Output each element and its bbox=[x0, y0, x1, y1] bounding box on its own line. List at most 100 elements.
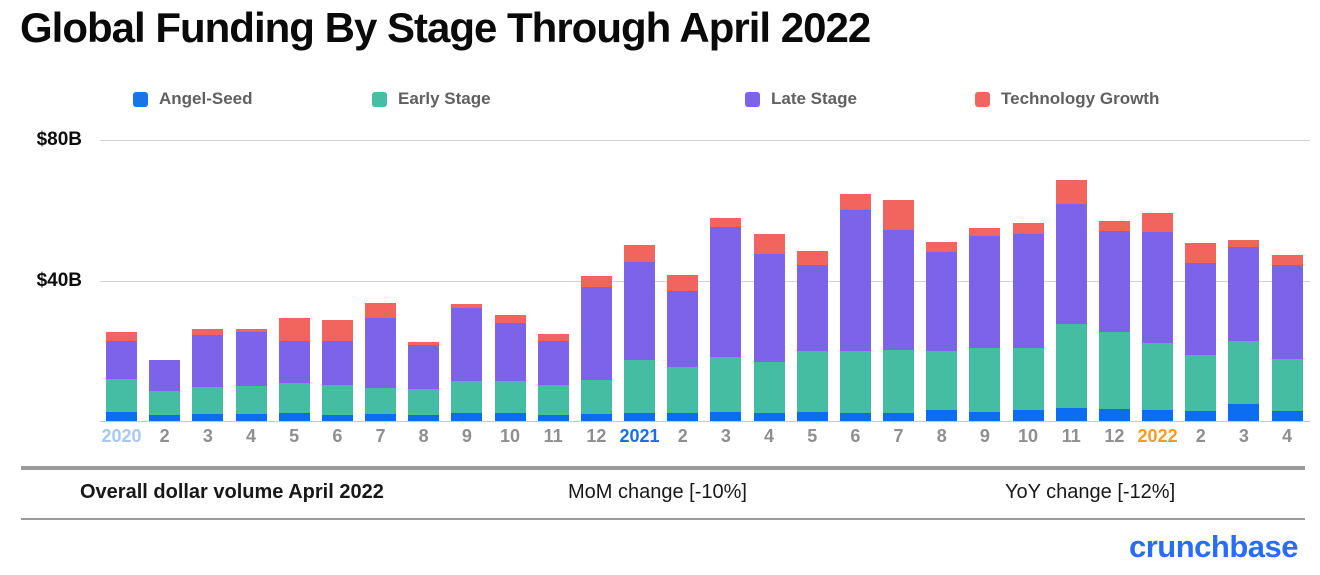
bar-segment-late-stage bbox=[149, 359, 181, 392]
x-axis-month-label: 12 bbox=[586, 426, 607, 446]
x-axis-month-label: 7 bbox=[893, 426, 904, 446]
bar-segment-early-stage bbox=[1098, 331, 1130, 409]
bar-segment-early-stage bbox=[494, 380, 526, 414]
legend-swatch-icon bbox=[372, 91, 387, 107]
bar-segment-angel-seed bbox=[796, 411, 828, 421]
bar-segment-early-stage bbox=[839, 351, 871, 413]
x-axis-month-label: 2 bbox=[677, 426, 688, 446]
bar-segment-angel-seed bbox=[667, 413, 699, 421]
bar-segment-technology-growth bbox=[1228, 240, 1260, 248]
legend-swatch-icon bbox=[975, 91, 990, 107]
footer-divider-thin bbox=[21, 518, 1305, 520]
gridline-40b bbox=[100, 280, 1310, 282]
bar-segment-angel-seed bbox=[580, 413, 612, 421]
bar-segment-technology-growth bbox=[1185, 243, 1217, 263]
bar-segment-late-stage bbox=[969, 235, 1001, 348]
x-axis-month-label: 3 bbox=[1238, 426, 1249, 446]
legend-label: Technology Growth bbox=[1001, 89, 1160, 108]
bar-segment-late-stage bbox=[883, 229, 915, 351]
bar-segment-angel-seed bbox=[969, 412, 1001, 421]
bar-segment-late-stage bbox=[235, 332, 267, 386]
bar-segment-angel-seed bbox=[1012, 410, 1044, 421]
x-axis-month-label: 9 bbox=[461, 426, 472, 446]
bar-segment-early-stage bbox=[926, 351, 958, 411]
bar-segment-technology-growth bbox=[926, 241, 958, 253]
bar-segment-angel-seed bbox=[106, 411, 137, 421]
x-axis-year-label-2021: 2021 bbox=[619, 426, 660, 446]
y-axis-label: $40B bbox=[36, 269, 82, 291]
mom-change-label: MoM change [-10%] bbox=[568, 481, 747, 503]
bar-segment-late-stage bbox=[408, 345, 440, 390]
bar-segment-technology-growth bbox=[667, 274, 699, 292]
bar-segment-technology-growth bbox=[451, 304, 483, 309]
bar-segment-late-stage bbox=[321, 340, 353, 386]
x-axis-month-label: 8 bbox=[418, 426, 429, 446]
bar-segment-angel-seed bbox=[883, 413, 915, 421]
bar-segment-angel-seed bbox=[1098, 408, 1130, 421]
x-axis-month-label: 11 bbox=[1061, 426, 1081, 446]
bar-segment-angel-seed bbox=[235, 414, 267, 421]
bar-segment-late-stage bbox=[1228, 247, 1260, 341]
bar-segment-angel-seed bbox=[839, 412, 871, 421]
bar-segment-angel-seed bbox=[278, 412, 310, 421]
gridline-80b bbox=[100, 140, 1310, 141]
bar-segment-early-stage bbox=[408, 389, 440, 415]
legend-label: Late Stage bbox=[771, 89, 857, 108]
x-axis-month-label: 5 bbox=[807, 426, 818, 446]
bar-segment-early-stage bbox=[796, 351, 828, 412]
bar-segment-late-stage bbox=[926, 252, 958, 352]
bar-segment-late-stage bbox=[278, 340, 310, 383]
legend-item-early-stage: Early Stage bbox=[372, 89, 491, 108]
bar-segment-technology-growth bbox=[1012, 223, 1044, 234]
bar-segment-technology-growth bbox=[883, 199, 915, 230]
bar-segment-early-stage bbox=[1185, 354, 1217, 412]
bar-segment-angel-seed bbox=[537, 415, 569, 421]
yoy-change-label: YoY change [-12%] bbox=[1005, 481, 1176, 503]
x-axis-month-label: 3 bbox=[720, 426, 731, 446]
x-axis-month-label: 10 bbox=[1018, 426, 1039, 446]
bar-segment-early-stage bbox=[624, 360, 656, 414]
x-axis-month-label: 6 bbox=[850, 426, 861, 446]
bar-segment-late-stage bbox=[106, 340, 137, 379]
legend-swatch-icon bbox=[133, 91, 148, 107]
bar-segment-angel-seed bbox=[494, 413, 526, 421]
bar-segment-technology-growth bbox=[624, 245, 656, 262]
bar-segment-angel-seed bbox=[192, 414, 224, 421]
overall-volume-label: Overall dollar volume April 2022 bbox=[80, 481, 384, 503]
legend-label: Early Stage bbox=[398, 89, 491, 108]
bar-segment-technology-growth bbox=[365, 303, 397, 319]
bar-segment-early-stage bbox=[1055, 324, 1087, 408]
x-axis-month-label: 9 bbox=[979, 426, 990, 446]
x-axis-month-label: 2 bbox=[1195, 426, 1206, 446]
y-axis-label: $80B bbox=[36, 129, 82, 150]
bar-segment-technology-growth bbox=[192, 329, 224, 335]
legend-item-technology-growth: Technology Growth bbox=[975, 89, 1160, 108]
x-axis-line bbox=[100, 421, 1310, 422]
bar-segment-early-stage bbox=[710, 357, 742, 412]
x-axis-month-label: 6 bbox=[332, 426, 343, 446]
bar-segment-late-stage bbox=[624, 261, 656, 361]
bar-segment-early-stage bbox=[365, 387, 397, 414]
bar-segment-angel-seed bbox=[365, 413, 397, 421]
legend-label: Angel-Seed bbox=[159, 89, 253, 108]
bar-segment-late-stage bbox=[1098, 230, 1130, 332]
bar-segment-late-stage bbox=[796, 265, 828, 352]
bar-segment-late-stage bbox=[580, 287, 612, 380]
bar-segment-technology-growth bbox=[580, 276, 612, 288]
bar-segment-technology-growth bbox=[537, 333, 569, 341]
bar-segment-late-stage bbox=[537, 340, 569, 385]
x-axis-month-label: 4 bbox=[1282, 426, 1293, 446]
bar-segment-angel-seed bbox=[926, 410, 958, 421]
bar-segment-early-stage bbox=[192, 386, 224, 415]
footer-divider-thick bbox=[21, 466, 1305, 470]
bar-segment-late-stage bbox=[494, 322, 526, 381]
x-axis-month-label: 4 bbox=[245, 426, 256, 446]
bar-segment-late-stage bbox=[1271, 265, 1303, 360]
bar-segment-technology-growth bbox=[494, 314, 526, 323]
bar-segment-late-stage bbox=[1055, 204, 1087, 325]
legend-swatch-icon bbox=[745, 91, 760, 107]
bar-segment-late-stage bbox=[667, 291, 699, 367]
bar-segment-technology-growth bbox=[106, 332, 137, 341]
bar-segment-early-stage bbox=[1012, 347, 1044, 411]
